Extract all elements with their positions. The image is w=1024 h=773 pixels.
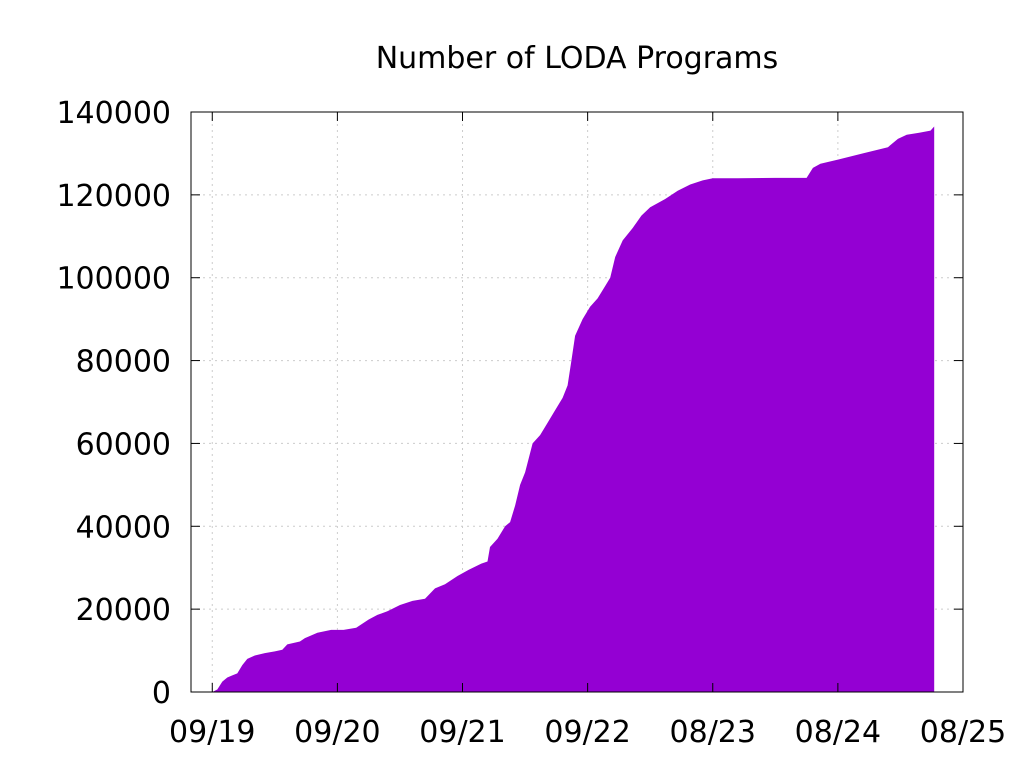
x-tick-label: 09/19: [169, 715, 255, 750]
series-area-layer: [212, 126, 935, 692]
y-tick-label: 80000: [76, 345, 171, 380]
axis-layer: [190, 111, 964, 693]
y-tick-label: 100000: [56, 262, 171, 297]
y-tick-label: 140000: [56, 96, 171, 131]
y-tick-label: 40000: [76, 510, 171, 545]
y-tick-label: 0: [152, 676, 171, 711]
x-tick-label: 08/25: [920, 715, 1006, 750]
x-tick-label: 09/22: [544, 715, 630, 750]
series-area: [212, 126, 935, 692]
x-tick-label: 08/24: [795, 715, 881, 750]
x-tick-label: 09/21: [419, 715, 505, 750]
y-tick-label: 60000: [76, 427, 171, 462]
tick-label-layer: 0 20000 40000 60000 80000 100000 120000 140000 0…: [56, 96, 1006, 750]
plot-border: [190, 111, 964, 693]
y-tick-label: 20000: [76, 593, 171, 628]
chart-title: Number of LODA Programs: [376, 41, 779, 76]
x-tick-label: 08/23: [670, 715, 756, 750]
y-tick-label: 120000: [56, 179, 171, 214]
x-tick-label: 09/20: [294, 715, 380, 750]
